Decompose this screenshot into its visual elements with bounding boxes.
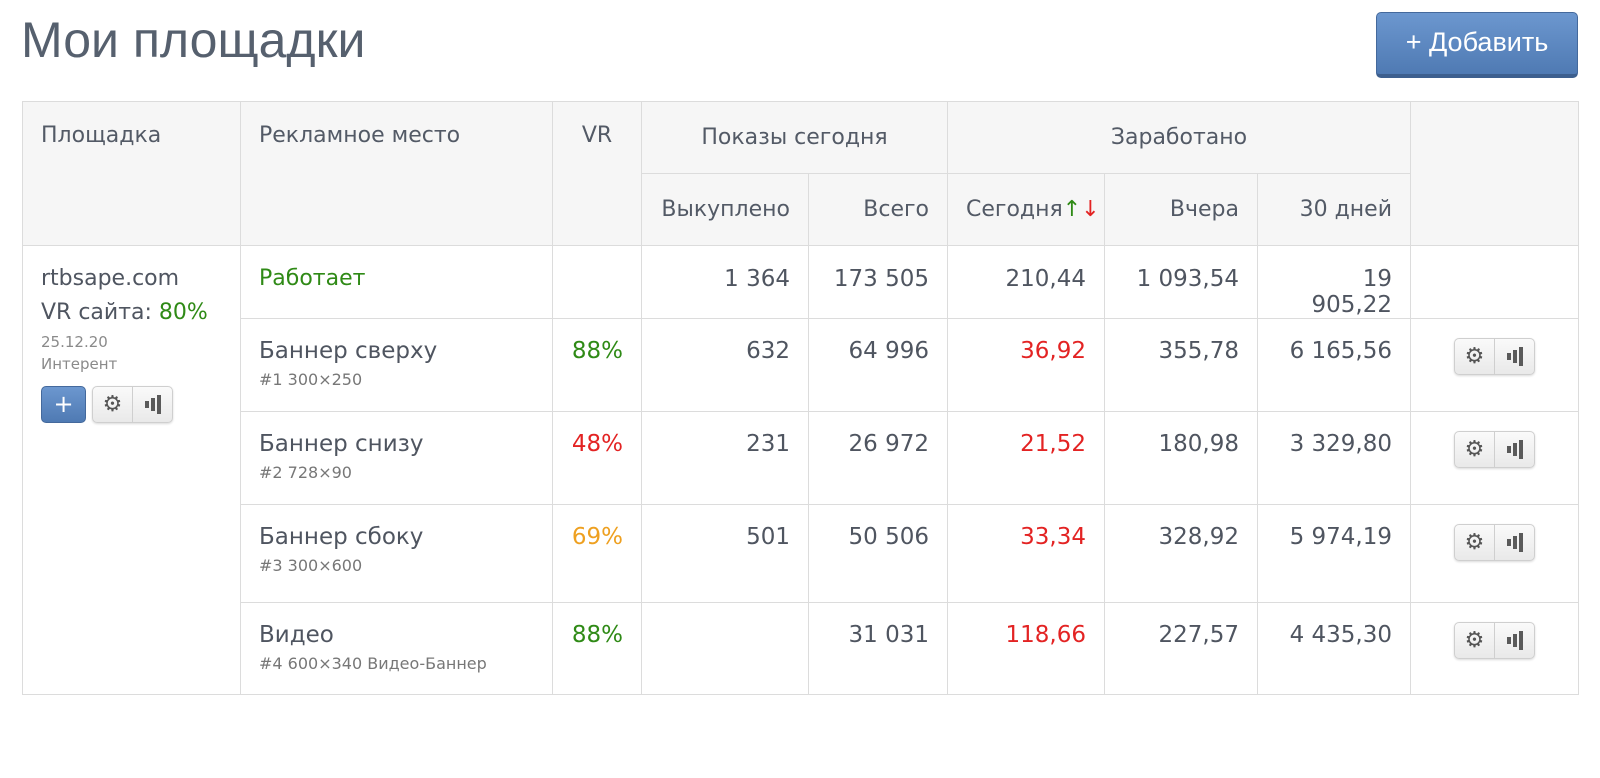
- site-today: 210,44: [947, 245, 1105, 319]
- banner-yesterday: 227,57: [1104, 602, 1258, 695]
- banner-total: 26 972: [808, 411, 948, 505]
- table-row: Баннер сверху #1 300×250 88% 632 64 996 3…: [23, 318, 1579, 412]
- banner-30days: 6 165,56: [1257, 318, 1411, 412]
- banner-vr: 88%: [552, 318, 642, 412]
- banner-total: 50 506: [808, 504, 948, 603]
- site-yesterday: 1 093,54: [1104, 245, 1258, 319]
- site-summary-row: rtbsape.com VR сайта: 80% 25.12.20 Интер…: [22, 245, 1579, 695]
- banner-bought: 632: [641, 318, 809, 412]
- gear-icon[interactable]: ⚙: [1464, 437, 1485, 462]
- col-30days: 30 дней: [1257, 173, 1411, 246]
- site-vr: VR сайта: 80%: [41, 300, 222, 325]
- col-bought: Выкуплено: [641, 173, 809, 246]
- site-vr-label: VR сайта:: [41, 300, 152, 325]
- table-row: Баннер сбоку #3 300×600 69% 501 50 506 33…: [23, 504, 1579, 603]
- banner-yesterday: 328,92: [1104, 504, 1258, 603]
- col-total: Всего: [808, 173, 948, 246]
- col-group-earned: Заработано: [947, 101, 1411, 174]
- banner-vr: 88%: [552, 602, 642, 695]
- banner-name[interactable]: Баннер сверху: [259, 338, 438, 364]
- banner-name[interactable]: Видео: [259, 622, 334, 648]
- site-actions-empty: [1410, 245, 1579, 319]
- add-site-button[interactable]: + Добавить: [1376, 12, 1578, 78]
- bar-chart-icon[interactable]: [1494, 623, 1534, 658]
- banner-today: 118,66: [947, 602, 1105, 695]
- col-today-label: Сегодня: [966, 197, 1063, 222]
- banner-cell: Видео #4 600×340 Видео-Баннер: [240, 602, 553, 695]
- banner-name[interactable]: Баннер сбоку: [259, 524, 424, 550]
- site-bought: 1 364: [641, 245, 809, 319]
- banner-bought: 501: [641, 504, 809, 603]
- col-group-impressions: Показы сегодня: [641, 101, 948, 174]
- banner-actions: ⚙: [1410, 504, 1579, 603]
- gear-icon[interactable]: ⚙: [1464, 628, 1485, 653]
- sites-table: Площадка Рекламное место VR Показы сегод…: [22, 101, 1579, 695]
- site-status: Работает: [240, 245, 553, 319]
- table-row: Баннер снизу #2 728×90 48% 231 26 972 21,…: [23, 411, 1579, 505]
- col-today[interactable]: Сегодня↑↓: [947, 173, 1105, 246]
- banner-size: #3 300×600: [259, 556, 363, 575]
- banner-cell: Баннер снизу #2 728×90: [240, 411, 553, 505]
- banner-yesterday: 180,98: [1104, 411, 1258, 505]
- banner-actions: ⚙: [1410, 602, 1579, 695]
- col-site: Площадка: [22, 101, 241, 246]
- banner-tool-group: ⚙: [1454, 524, 1535, 561]
- banner-vr: 48%: [552, 411, 642, 505]
- site-actions: + ⚙: [41, 386, 222, 423]
- table-row: Видео #4 600×340 Видео-Баннер 88% 31 031 …: [23, 602, 1579, 695]
- col-actions: [1410, 101, 1579, 246]
- col-yesterday: Вчера: [1104, 173, 1258, 246]
- banner-actions: ⚙: [1410, 318, 1579, 412]
- banner-today: 33,34: [947, 504, 1105, 603]
- banner-cell: Баннер сбоку #3 300×600: [240, 504, 553, 603]
- banner-bought: 231: [641, 411, 809, 505]
- site-vr-value: 80%: [158, 300, 208, 325]
- site-date: 25.12.20: [41, 333, 108, 351]
- site-total: 173 505: [808, 245, 948, 319]
- page-title: Мои площадки: [21, 12, 366, 68]
- banner-today: 21,52: [947, 411, 1105, 505]
- banner-30days: 4 435,30: [1257, 602, 1411, 695]
- banner-cell: Баннер сверху #1 300×250: [240, 318, 553, 412]
- banner-bought: [641, 602, 809, 695]
- site-cell: rtbsape.com VR сайта: 80% 25.12.20 Интер…: [22, 245, 241, 695]
- banner-30days: 3 329,80: [1257, 411, 1411, 505]
- gear-icon[interactable]: ⚙: [1464, 344, 1485, 369]
- banner-total: 31 031: [808, 602, 948, 695]
- banner-tool-group: ⚙: [1454, 338, 1535, 375]
- banner-30days: 5 974,19: [1257, 504, 1411, 603]
- bar-chart-icon[interactable]: [1494, 339, 1534, 374]
- banner-today: 36,92: [947, 318, 1105, 412]
- banner-size: #2 728×90: [259, 463, 352, 482]
- add-banner-button[interactable]: +: [41, 386, 86, 423]
- banner-tool-group: ⚙: [1454, 622, 1535, 659]
- bar-chart-icon[interactable]: [1494, 432, 1534, 467]
- site-name[interactable]: rtbsape.com: [41, 266, 180, 291]
- banner-actions: ⚙: [1410, 411, 1579, 505]
- banner-total: 64 996: [808, 318, 948, 412]
- banner-vr: 69%: [552, 504, 642, 603]
- sort-arrows-icon[interactable]: ↑↓: [1062, 197, 1100, 222]
- banner-tool-group: ⚙: [1454, 431, 1535, 468]
- bar-chart-icon[interactable]: [132, 387, 172, 422]
- col-vr: VR: [552, 101, 642, 246]
- site-30days: 19 905,22: [1257, 245, 1411, 319]
- banner-size: #4 600×340 Видео-Баннер: [259, 654, 487, 673]
- banner-yesterday: 355,78: [1104, 318, 1258, 412]
- gear-icon[interactable]: ⚙: [102, 392, 123, 417]
- site-vr-empty: [552, 245, 642, 319]
- gear-icon[interactable]: ⚙: [1464, 530, 1485, 555]
- site-tool-group: ⚙: [92, 386, 173, 423]
- bar-chart-icon[interactable]: [1494, 525, 1534, 560]
- banner-name[interactable]: Баннер снизу: [259, 431, 424, 457]
- col-ad-place: Рекламное место: [240, 101, 553, 246]
- site-category: Интерент: [41, 355, 118, 373]
- banner-size: #1 300×250: [259, 370, 363, 389]
